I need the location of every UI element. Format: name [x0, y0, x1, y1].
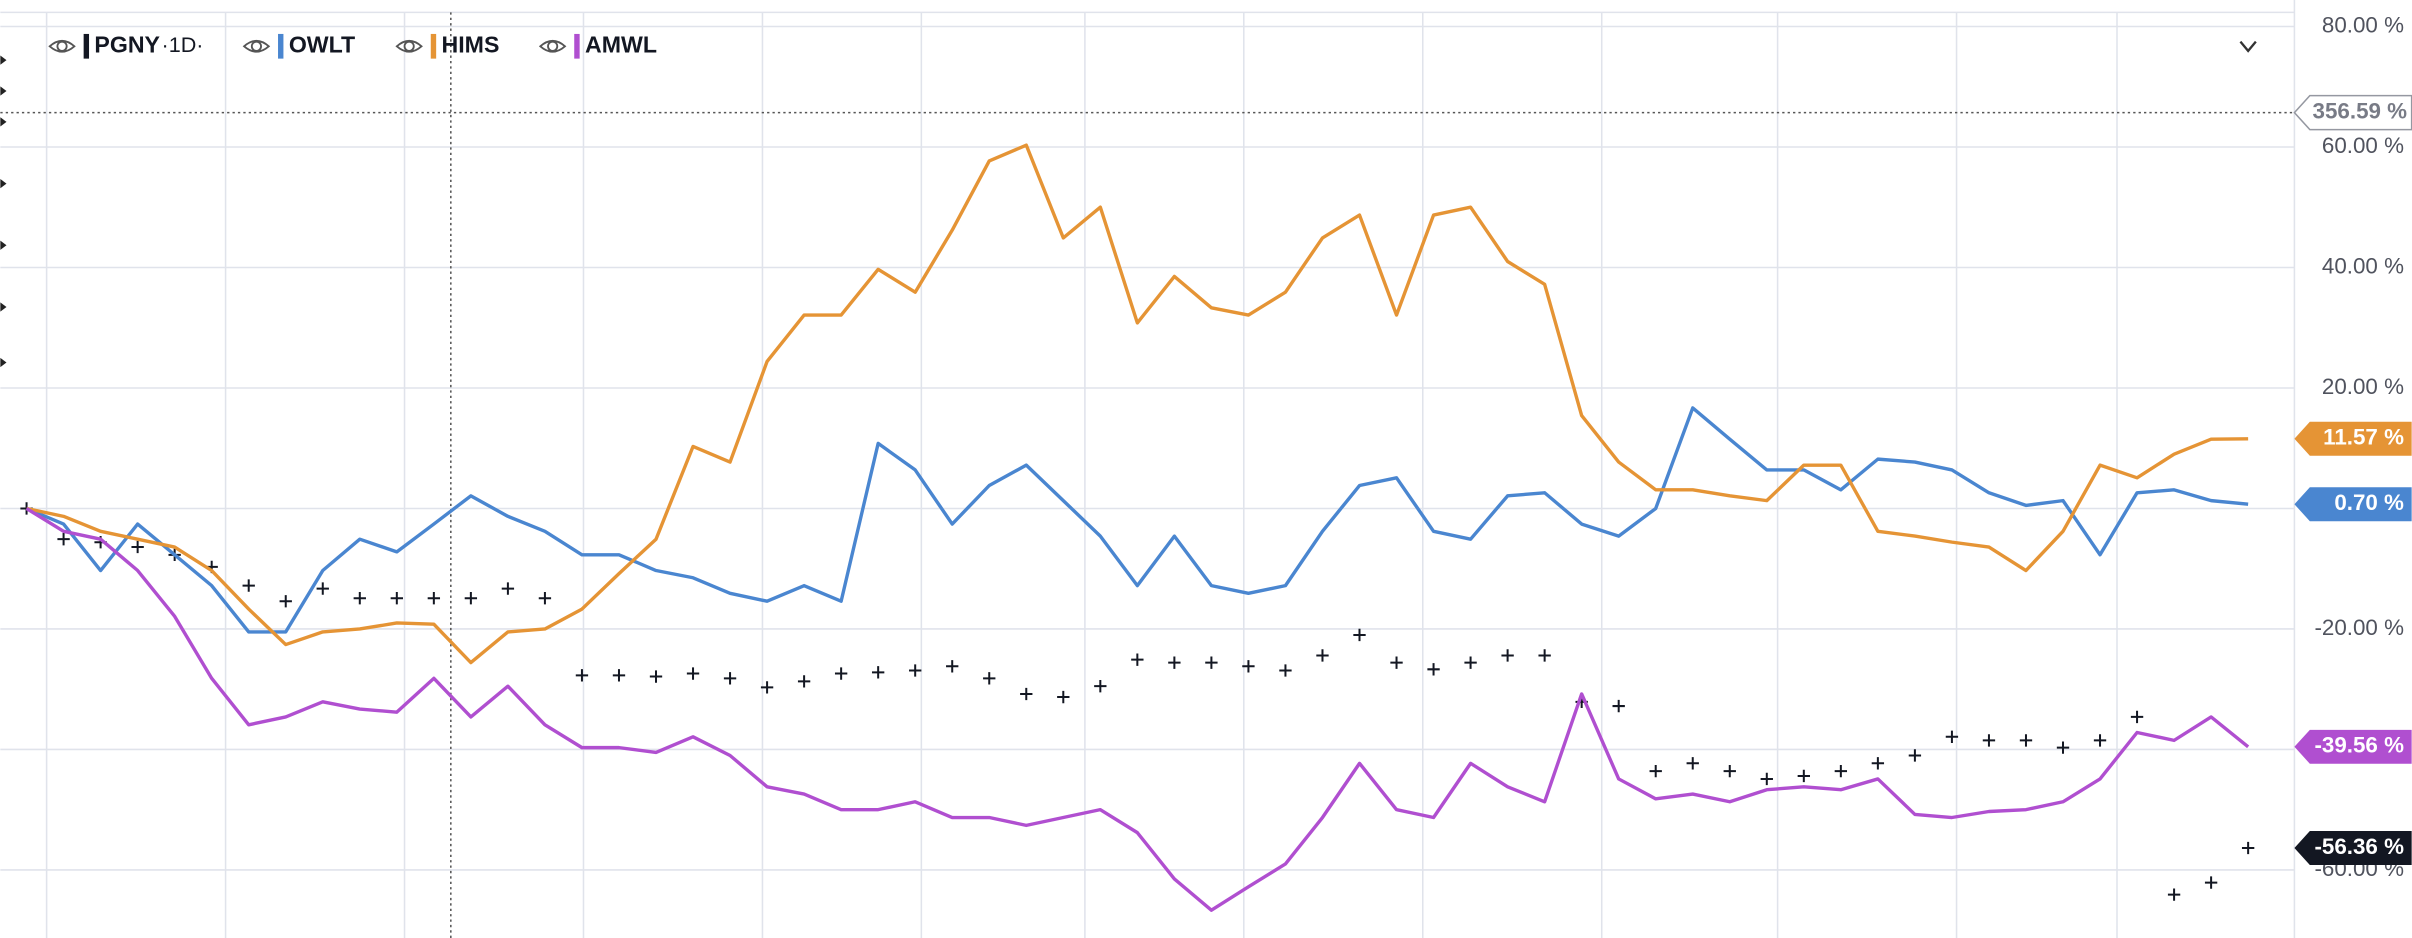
price-tick [1723, 764, 1736, 778]
y-tick-label: 20.00 % [2322, 374, 2404, 399]
last-value-label: -39.56 % [2314, 733, 2404, 758]
visibility-eye[interactable] [242, 39, 271, 53]
legend-label[interactable]: PGNY [94, 31, 160, 57]
price-tick [1612, 699, 1625, 713]
price-tick [2241, 841, 2255, 855]
last-value-label: 0.70 % [2334, 490, 2404, 515]
price-tick [1464, 656, 1477, 669]
price-tick [1686, 757, 1699, 770]
price-tick [1353, 628, 1366, 642]
price-tick [316, 582, 329, 595]
price-tick [1131, 653, 1144, 666]
last-value-badge [2294, 729, 2412, 764]
price-tick [1797, 769, 1810, 783]
legend-interval: ·1D· [162, 32, 204, 57]
price-tick [242, 579, 255, 592]
price-tick [760, 681, 774, 694]
y-tick-label: -20.00 % [2314, 615, 2404, 640]
series-line [26, 143, 2249, 665]
price-tick [2019, 734, 2033, 747]
price-tick [1908, 749, 1922, 762]
toolbar-arrows [0, 55, 7, 368]
price-tick [612, 669, 626, 682]
legend-swatch [278, 33, 284, 59]
price-tick [1538, 649, 1551, 662]
price-tick [834, 667, 848, 680]
last-value-label: 11.57 % [2323, 425, 2404, 450]
price-tick [1390, 656, 1403, 669]
price-tick [1205, 656, 1218, 669]
price-tick [1649, 764, 1662, 778]
price-tick [131, 540, 144, 554]
price-tick [1279, 664, 1292, 677]
price-tick [464, 592, 478, 605]
visibility-eye[interactable] [538, 39, 567, 53]
price-tick [1501, 649, 1514, 662]
legend: PGNY ·1D· OWLT HIMS AMWL [48, 31, 657, 59]
price-tick [2167, 888, 2181, 901]
price-tick [909, 664, 922, 677]
price-tick [57, 533, 70, 546]
price-tick [1834, 764, 1848, 778]
price-tick [1094, 680, 1107, 693]
legend-label[interactable]: OWLT [289, 31, 355, 57]
series-line [25, 507, 2250, 912]
price-tick [1168, 656, 1181, 669]
price-tick [279, 595, 292, 608]
grid [0, 12, 2295, 938]
legend-label[interactable]: HIMS [442, 31, 500, 57]
price-tick [353, 592, 366, 605]
price-tick [427, 592, 441, 605]
series-line [25, 406, 2249, 634]
price-tick [871, 666, 885, 679]
y-tick-label: 60.00 % [2322, 133, 2404, 158]
visibility-eye[interactable] [395, 39, 423, 53]
price-tick [1316, 649, 1329, 662]
price-tick [1982, 734, 1996, 747]
price-tick [2204, 876, 2218, 889]
price-tick [1871, 757, 1885, 770]
legend-swatch [430, 33, 437, 59]
price-axis: 80.00 %60.00 %40.00 %20.00 %0.00 %-20.00… [2293, 12, 2412, 881]
legend-swatch [83, 33, 90, 59]
price-tick [1427, 663, 1440, 676]
price-tick [723, 672, 737, 685]
price-tick [2056, 741, 2070, 754]
visibility-eye[interactable] [48, 39, 76, 53]
price-tick [1242, 660, 1255, 673]
price-tick [1760, 772, 1773, 786]
price-tick [1057, 690, 1070, 704]
price-tick [1020, 687, 1033, 701]
legend-label[interactable]: AMWL [585, 31, 657, 57]
crosshair-label: 356.59 % [2313, 99, 2408, 124]
price-tick [538, 592, 552, 605]
last-value-badge [2294, 831, 2412, 865]
price-tick [501, 582, 515, 595]
price-tick [575, 669, 589, 682]
price-tick [649, 670, 663, 683]
price-tick [946, 660, 959, 673]
y-tick-label: 40.00 % [2322, 253, 2404, 278]
price-tick [983, 672, 996, 685]
last-value-label: -56.36 % [2314, 834, 2404, 859]
price-tick [2093, 734, 2107, 747]
price-tick [1945, 730, 1959, 743]
price-tick [2130, 710, 2144, 724]
collapse-chevron[interactable] [2239, 40, 2257, 53]
last-value-badge [2294, 421, 2412, 456]
plot-area [20, 143, 2255, 912]
price-tick [390, 592, 403, 605]
y-tick-label: 80.00 % [2322, 12, 2404, 37]
price-tick [686, 667, 700, 680]
last-value-badge [2294, 487, 2412, 522]
price-tick [797, 675, 811, 688]
legend-swatch [574, 33, 580, 59]
